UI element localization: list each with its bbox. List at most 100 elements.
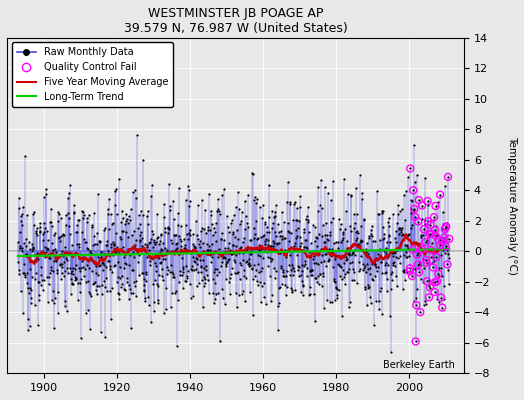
Point bbox=[428, 247, 436, 254]
Point bbox=[376, 246, 385, 252]
Point bbox=[120, 254, 128, 260]
Point bbox=[85, 326, 94, 332]
Point bbox=[320, 258, 328, 264]
Y-axis label: Temperature Anomaly (°C): Temperature Anomaly (°C) bbox=[507, 136, 517, 275]
Point bbox=[97, 254, 105, 260]
Point bbox=[99, 260, 107, 266]
Point bbox=[90, 280, 99, 286]
Point bbox=[313, 243, 321, 249]
Point bbox=[414, 218, 422, 225]
Point bbox=[105, 258, 113, 265]
Point bbox=[288, 287, 296, 294]
Point bbox=[39, 237, 47, 243]
Point bbox=[66, 231, 74, 238]
Point bbox=[366, 264, 374, 271]
Point bbox=[129, 290, 137, 296]
Point bbox=[444, 254, 453, 261]
Point bbox=[193, 283, 201, 289]
Point bbox=[305, 268, 314, 274]
Point bbox=[295, 218, 303, 224]
Point bbox=[38, 277, 46, 284]
Point bbox=[249, 197, 258, 203]
Point bbox=[427, 247, 435, 253]
Point bbox=[111, 249, 119, 256]
Point bbox=[151, 260, 160, 266]
Point bbox=[381, 254, 389, 260]
Point bbox=[335, 263, 344, 269]
Point bbox=[307, 272, 315, 278]
Point bbox=[187, 266, 195, 272]
Point bbox=[133, 132, 141, 138]
Point bbox=[256, 279, 265, 286]
Point bbox=[441, 243, 450, 250]
Point bbox=[391, 239, 400, 245]
Point bbox=[106, 241, 115, 247]
Point bbox=[367, 300, 375, 307]
Point bbox=[442, 245, 451, 252]
Point bbox=[113, 290, 122, 296]
Point bbox=[263, 228, 271, 235]
Point bbox=[193, 202, 202, 208]
Point bbox=[138, 270, 147, 276]
Point bbox=[117, 218, 125, 225]
Point bbox=[111, 202, 119, 208]
Point bbox=[329, 178, 337, 184]
Point bbox=[53, 310, 62, 316]
Point bbox=[322, 263, 330, 270]
Point bbox=[24, 327, 32, 333]
Point bbox=[338, 237, 346, 243]
Point bbox=[136, 238, 145, 244]
Point bbox=[323, 236, 332, 243]
Point bbox=[36, 228, 44, 234]
Point bbox=[40, 276, 48, 283]
Point bbox=[383, 276, 391, 282]
Point bbox=[35, 296, 43, 303]
Point bbox=[217, 236, 225, 242]
Point bbox=[279, 267, 287, 274]
Point bbox=[430, 289, 439, 295]
Point bbox=[285, 271, 293, 278]
Point bbox=[238, 257, 247, 263]
Point bbox=[28, 274, 37, 280]
Point bbox=[399, 286, 407, 292]
Point bbox=[424, 218, 432, 224]
Point bbox=[438, 304, 446, 311]
Point bbox=[33, 232, 41, 238]
Point bbox=[67, 291, 75, 297]
Point bbox=[357, 238, 365, 245]
Point bbox=[430, 258, 439, 264]
Point bbox=[49, 247, 58, 253]
Point bbox=[232, 243, 240, 250]
Point bbox=[104, 211, 112, 217]
Point bbox=[259, 294, 268, 301]
Point bbox=[110, 241, 118, 248]
Point bbox=[232, 204, 241, 210]
Point bbox=[219, 255, 227, 261]
Point bbox=[337, 239, 345, 246]
Point bbox=[359, 248, 367, 254]
Point bbox=[237, 244, 245, 250]
Point bbox=[312, 235, 321, 241]
Point bbox=[61, 268, 70, 274]
Point bbox=[305, 292, 313, 298]
Point bbox=[294, 272, 303, 279]
Point bbox=[272, 202, 280, 208]
Point bbox=[144, 294, 152, 300]
Point bbox=[288, 216, 297, 223]
Point bbox=[195, 244, 204, 250]
Point bbox=[58, 261, 67, 268]
Point bbox=[312, 275, 320, 281]
Point bbox=[83, 246, 92, 252]
Point bbox=[365, 233, 373, 239]
Point bbox=[31, 302, 39, 308]
Point bbox=[441, 250, 450, 257]
Point bbox=[46, 255, 54, 261]
Point bbox=[346, 252, 354, 258]
Point bbox=[79, 208, 88, 215]
Point bbox=[340, 176, 348, 182]
Point bbox=[328, 248, 336, 254]
Point bbox=[159, 309, 168, 316]
Point bbox=[402, 249, 410, 256]
Point bbox=[335, 262, 343, 268]
Point bbox=[121, 287, 129, 293]
